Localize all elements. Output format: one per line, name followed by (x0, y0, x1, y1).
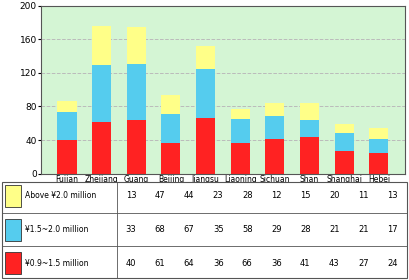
FancyBboxPatch shape (2, 182, 407, 278)
Text: 17: 17 (387, 225, 398, 234)
Text: 20: 20 (329, 192, 339, 200)
Bar (162, 114, 180, 143)
Bar (335, 151, 354, 174)
Text: 29: 29 (271, 225, 281, 234)
Bar (127, 120, 146, 174)
Bar (265, 103, 284, 116)
Bar (231, 143, 250, 174)
Bar (335, 133, 354, 151)
Text: 58: 58 (242, 225, 252, 234)
Text: 28: 28 (242, 192, 252, 200)
Bar (162, 143, 180, 174)
Text: 24: 24 (387, 259, 398, 268)
Bar (92, 122, 111, 174)
Bar (300, 137, 319, 174)
Text: 40: 40 (126, 259, 136, 268)
Text: 23: 23 (213, 192, 223, 200)
Bar (196, 69, 215, 118)
Bar (127, 27, 146, 64)
Bar (92, 26, 111, 65)
Text: Above ¥2.0 million: Above ¥2.0 million (25, 192, 97, 200)
Text: 21: 21 (329, 225, 339, 234)
Text: 21: 21 (358, 225, 369, 234)
Text: 13: 13 (387, 192, 398, 200)
Bar (196, 46, 215, 69)
Text: ¥1.5~2.0 million: ¥1.5~2.0 million (25, 225, 89, 234)
Bar (57, 112, 76, 140)
Text: 27: 27 (358, 259, 369, 268)
Bar (300, 103, 319, 120)
Bar (335, 124, 354, 133)
Text: 47: 47 (155, 192, 165, 200)
Text: 44: 44 (184, 192, 194, 200)
Text: 68: 68 (155, 225, 166, 234)
Bar (196, 118, 215, 174)
Text: 12: 12 (271, 192, 281, 200)
Bar (57, 101, 76, 112)
Bar (265, 116, 284, 139)
Text: 66: 66 (242, 259, 253, 268)
Bar (265, 139, 284, 174)
Text: 67: 67 (184, 225, 195, 234)
Bar (162, 95, 180, 114)
Bar (369, 139, 389, 153)
Bar (369, 128, 389, 139)
Bar (231, 109, 250, 119)
Text: 11: 11 (358, 192, 369, 200)
FancyBboxPatch shape (5, 185, 21, 207)
Bar (300, 120, 319, 137)
FancyBboxPatch shape (5, 252, 21, 274)
Bar (369, 153, 389, 174)
Text: 41: 41 (300, 259, 310, 268)
Text: 15: 15 (300, 192, 310, 200)
Bar (92, 65, 111, 122)
Bar (57, 140, 76, 174)
Text: 43: 43 (329, 259, 339, 268)
Text: 28: 28 (300, 225, 310, 234)
Bar (127, 64, 146, 120)
Text: 13: 13 (126, 192, 136, 200)
Bar (231, 119, 250, 143)
Text: 64: 64 (184, 259, 194, 268)
Text: 61: 61 (155, 259, 165, 268)
FancyBboxPatch shape (5, 218, 21, 241)
Text: 36: 36 (213, 259, 224, 268)
Text: 33: 33 (126, 225, 137, 234)
Text: 35: 35 (213, 225, 223, 234)
Text: ¥0.9~1.5 million: ¥0.9~1.5 million (25, 259, 89, 268)
Text: 36: 36 (271, 259, 282, 268)
